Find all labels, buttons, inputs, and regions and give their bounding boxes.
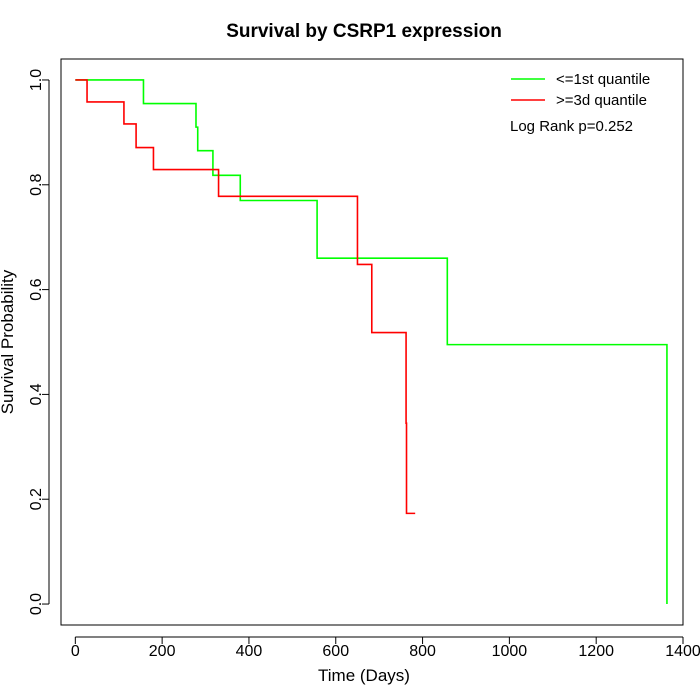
x-tick-label: 1000: [492, 643, 528, 660]
y-axis-label: Survival Probability: [0, 269, 17, 414]
series-layer: [75, 79, 668, 605]
y-tick-label: 1.0: [28, 69, 45, 91]
legend-label-1: <=1st quantile: [556, 71, 650, 88]
series-line-2: [75, 79, 416, 515]
y-tick-label: 0.6: [28, 278, 45, 300]
x-tick-label: 1400: [665, 643, 700, 660]
log-rank-annotation: Log Rank p=0.252: [510, 118, 633, 135]
y-axis: 0.0 0.2 0.4 0.6 0.8 1.0: [28, 69, 50, 615]
x-axis: 0 200 400 600 800 1000 1200 1400: [71, 636, 700, 660]
x-tick-label: 600: [322, 643, 349, 660]
series-line-1: [75, 79, 668, 605]
x-tick-label: 400: [236, 643, 263, 660]
chart-title: Survival by CSRP1 expression: [226, 21, 502, 42]
x-tick-label: 800: [409, 643, 436, 660]
plot-frame: [60, 58, 684, 626]
x-tick-label: 1200: [578, 643, 614, 660]
x-tick-label: 0: [71, 643, 80, 660]
x-tick-label: 200: [149, 643, 176, 660]
y-tick-label: 0.0: [28, 593, 45, 615]
x-axis-label: Time (Days): [318, 666, 410, 685]
y-tick-label: 0.8: [28, 174, 45, 196]
legend-label-2: >=3d quantile: [556, 92, 647, 109]
legend: <=1st quantile >=3d quantile: [511, 71, 650, 109]
y-tick-label: 0.4: [28, 383, 45, 405]
y-tick-label: 0.2: [28, 488, 45, 510]
